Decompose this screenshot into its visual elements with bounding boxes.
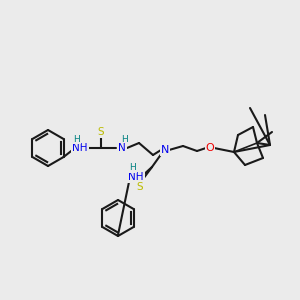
Text: N: N [118, 143, 126, 153]
Text: NH: NH [128, 172, 144, 182]
Text: S: S [98, 127, 104, 137]
Text: O: O [206, 143, 214, 153]
Text: H: H [121, 134, 128, 143]
Text: S: S [137, 182, 143, 192]
Text: N: N [161, 145, 169, 155]
Text: H: H [74, 134, 80, 143]
Text: H: H [130, 164, 136, 172]
Text: NH: NH [72, 143, 88, 153]
